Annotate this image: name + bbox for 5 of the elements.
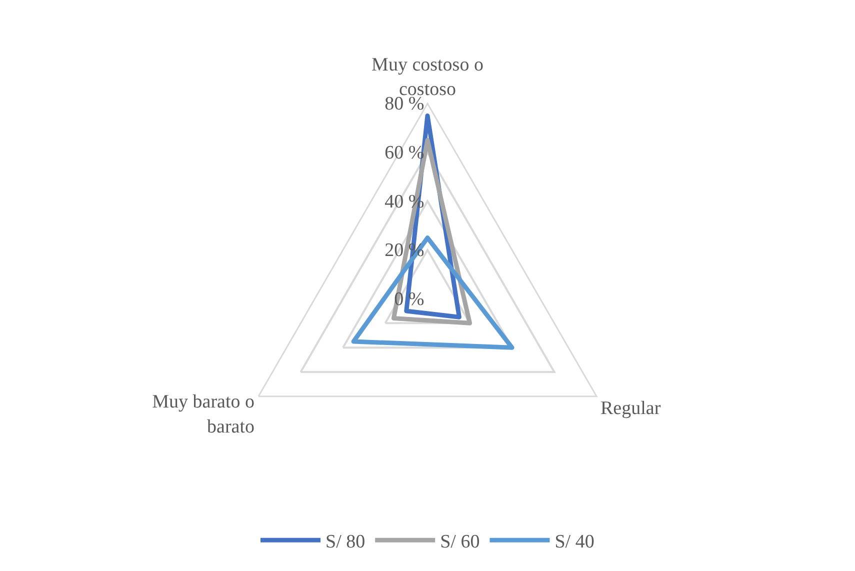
- legend-label: S/ 60: [440, 532, 480, 552]
- spoke-label: Muy barato o barato: [152, 392, 254, 438]
- spoke-label: Regular: [600, 398, 662, 419]
- legend-label: S/ 80: [326, 532, 366, 552]
- legend-label: S/ 40: [554, 532, 594, 552]
